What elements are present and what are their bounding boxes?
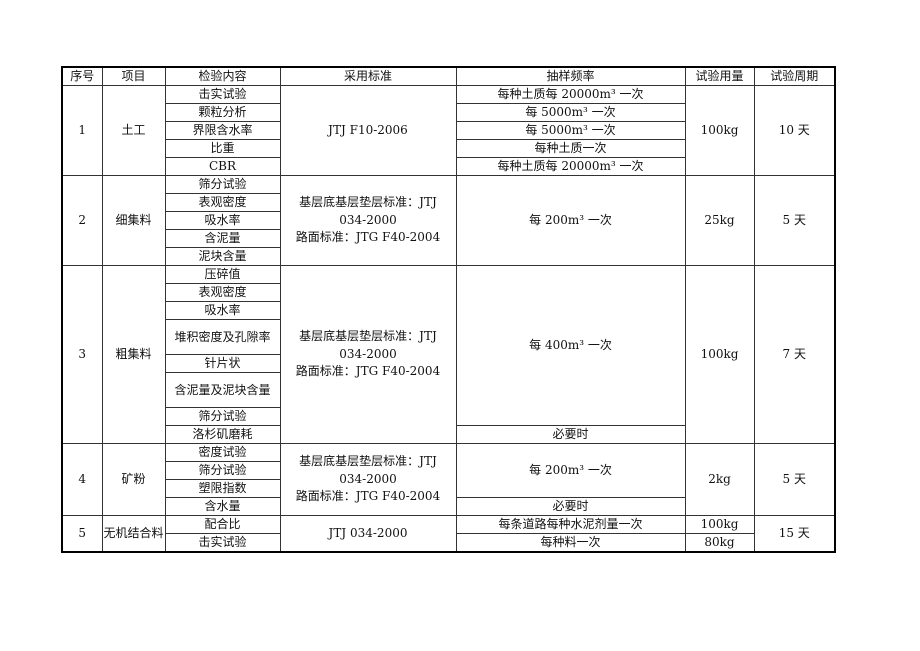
test-item-cell: 堆积密度及孔隙率 <box>164 318 281 356</box>
period-cell: 7 天 <box>753 264 836 445</box>
usage-cell: 100kg <box>684 85 755 176</box>
seq-cell: 5 <box>61 515 103 553</box>
test-item-cell: 筛分试验 <box>164 461 281 481</box>
standard-cell: JTJ 034-2000 <box>279 515 457 553</box>
project-cell: 矿粉 <box>101 443 166 517</box>
test-item-cell: 密度试验 <box>164 443 281 463</box>
sampling-cell: 每种土质每 20000m³ 一次 <box>455 85 686 104</box>
standard-line: 路面标准：JTG F40-2004 <box>295 230 441 245</box>
usage-cell: 2kg <box>684 443 755 517</box>
table-row: 筛分试验 <box>62 461 835 481</box>
usage-cell: 25kg <box>684 175 755 266</box>
header-seq: 序号 <box>61 66 103 86</box>
test-item-cell: 配合比 <box>164 515 281 535</box>
standard-cell: 基层底基层垫层标准：JTJ 034-2000 路面标准：JTG F40-2004 <box>279 175 457 266</box>
test-item-cell: 筛分试验 <box>164 407 281 427</box>
sampling-cell: 每种土质每 20000m³ 一次 <box>455 157 686 176</box>
seq-cell: 3 <box>61 264 103 445</box>
project-cell: 土工 <box>101 85 166 176</box>
sampling-cell: 每 400m³ 一次 <box>455 264 686 427</box>
test-item-cell: 洛杉矶磨耗 <box>164 425 281 445</box>
table-row: 表观密度 <box>62 283 835 302</box>
header-usage: 试验用量 <box>684 66 755 86</box>
table-row: 4 矿粉 密度试验基层底基层垫层标准：JTJ 034-2000 路面标准：JTG F40… <box>61 443 836 517</box>
test-item-cell: CBR <box>164 157 281 176</box>
usage-cell: 100kg <box>684 515 755 535</box>
test-item-cell: 含泥量及泥块含量 <box>164 372 281 409</box>
test-schedule-table: 序号 项目 检验内容 采用标准 抽样频率 试验用量 试验周期 1 土工 击实试验 JT… <box>61 66 836 554</box>
header-period: 试验周期 <box>753 66 836 86</box>
usage-cell: 100kg <box>684 264 755 445</box>
test-item-cell: 比重 <box>164 139 281 158</box>
table-row: 堆积密度及孔隙率 <box>62 318 835 356</box>
period-cell: 5 天 <box>753 443 836 517</box>
standard-line: 基层底基层垫层标准：JTJ <box>299 329 437 344</box>
project-cell: 无机结合料 <box>101 515 166 553</box>
test-item-cell: 泥块含量 <box>164 247 281 266</box>
sampling-cell: 每 5000m³ 一次 <box>455 103 686 122</box>
test-item-cell: 吸水率 <box>164 301 281 320</box>
period-cell: 10 天 <box>753 85 836 176</box>
sampling-cell: 每 5000m³ 一次 <box>455 121 686 140</box>
table-row: 1 土工 击实试验 JTJ F10-2006 每种土质每 20000m³ 一次 100kg… <box>61 85 836 176</box>
table-row: 3 粗集料 压碎值基层底基层垫层标准：JTJ 034-2000 路面标准：JTG F40… <box>61 264 836 445</box>
seq-cell: 4 <box>61 443 103 517</box>
standard-line: 034-2000 <box>339 212 397 227</box>
header-standard: 采用标准 <box>279 66 457 86</box>
seq-cell: 2 <box>61 175 103 266</box>
table-row: 吸水率 <box>62 301 835 320</box>
period-cell: 5 天 <box>753 175 836 266</box>
sampling-cell: 每条道路每种水泥剂量一次 <box>455 515 686 535</box>
seq-cell: 1 <box>61 85 103 176</box>
sampling-cell: 必要时 <box>455 425 686 445</box>
test-item-cell: 含水量 <box>164 497 281 517</box>
header-project: 项目 <box>101 66 166 86</box>
sampling-cell: 每种料一次 <box>455 533 686 553</box>
table-row: 比重 每种土质一次 <box>62 139 835 158</box>
sampling-cell: 每 200m³ 一次 <box>455 443 686 499</box>
standard-cell: 基层底基层垫层标准：JTJ 034-2000 路面标准：JTG F40-2004 <box>279 443 457 517</box>
test-item-cell: 吸水率 <box>164 211 281 230</box>
table-row: 表观密度 <box>62 193 835 212</box>
test-item-cell: 塑限指数 <box>164 479 281 499</box>
header-content: 检验内容 <box>164 66 281 86</box>
table-row: 5 无机结合料 配合比 JTJ 034-2000 每条道路每种水泥剂量一次 100kg 15… <box>61 515 836 553</box>
test-item-cell: 含泥量 <box>164 229 281 248</box>
table-row: 2 细集料 筛分试验基层底基层垫层标准：JTJ 034-2000 路面标准：JTG F4… <box>61 175 836 266</box>
test-item-cell: 颗粒分析 <box>164 103 281 122</box>
standard-line: 基层底基层垫层标准：JTJ <box>299 195 437 210</box>
header-sampling: 抽样频率 <box>455 66 686 86</box>
sampling-cell: 必要时 <box>455 497 686 517</box>
sampling-cell: 每种土质一次 <box>455 139 686 158</box>
standard-line: 034-2000 <box>339 346 397 361</box>
test-item-cell: 表观密度 <box>164 283 281 302</box>
test-item-cell: 压碎值 <box>164 265 281 284</box>
standard-cell: JTJ F10-2006 <box>279 85 457 176</box>
test-item-cell: 击实试验 <box>164 533 281 553</box>
standard-line: 基层底基层垫层标准：JTJ <box>299 454 437 469</box>
test-item-cell: 针片状 <box>164 354 281 374</box>
standard-line: 034-2000 <box>339 471 397 486</box>
standard-line: JTJ F10-2006 <box>328 122 408 137</box>
sampling-cell: 每 200m³ 一次 <box>455 175 686 266</box>
project-cell: 粗集料 <box>101 264 166 445</box>
project-cell: 细集料 <box>101 175 166 266</box>
standard-cell: 基层底基层垫层标准：JTJ 034-2000 路面标准：JTG F40-2004 <box>279 264 457 445</box>
test-item-cell: 界限含水率 <box>164 121 281 140</box>
usage-cell: 80kg <box>684 533 755 553</box>
period-cell: 15 天 <box>753 515 836 553</box>
test-item-cell: 筛分试验 <box>164 175 281 194</box>
standard-line: JTJ 034-2000 <box>328 525 408 540</box>
test-item-cell: 表观密度 <box>164 193 281 212</box>
table-row: 击实试验 每种料一次 80kg <box>62 533 835 553</box>
test-item-cell: 击实试验 <box>164 85 281 104</box>
standard-line: 路面标准：JTG F40-2004 <box>295 489 441 504</box>
standard-line: 路面标准：JTG F40-2004 <box>295 364 441 379</box>
header-row: 序号 项目 检验内容 采用标准 抽样频率 试验用量 试验周期 <box>61 66 836 86</box>
table-row: 含泥量及泥块含量 <box>62 372 835 409</box>
